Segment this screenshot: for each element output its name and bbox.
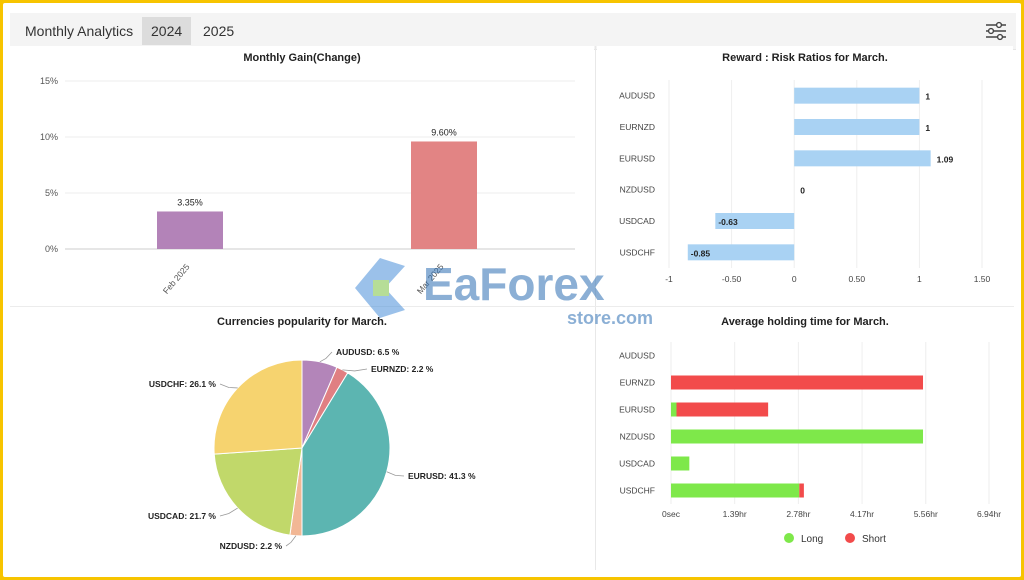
y-tick-label: 0% bbox=[45, 244, 58, 254]
reward-risk-panel: Reward : Risk Ratios for March. -1 -0.50 0… bbox=[597, 46, 1013, 304]
gain-bar bbox=[157, 211, 223, 249]
tab-2025[interactable]: 2025 bbox=[203, 23, 235, 39]
watermark-brand: EaForex bbox=[423, 258, 605, 310]
long-bar bbox=[671, 402, 677, 417]
pie-leader-line bbox=[386, 471, 405, 477]
holding-title: Average holding time for March. bbox=[721, 316, 889, 328]
x-tick-label: 0sec bbox=[662, 509, 681, 519]
short-bar bbox=[676, 402, 769, 417]
y-tick-label: AUDUSD bbox=[619, 91, 655, 101]
y-tick-label: NZDUSD bbox=[620, 432, 655, 442]
holding-panel: Average holding time for March. 0sec 1.39… bbox=[597, 308, 1013, 570]
tab-2024[interactable]: 2024 bbox=[142, 17, 192, 45]
watermark-logo: EaForex store.com bbox=[355, 258, 653, 328]
pie-leader-line bbox=[219, 383, 238, 389]
gain-bar bbox=[411, 141, 477, 249]
pie-slice bbox=[213, 359, 303, 455]
sliders-icon bbox=[986, 21, 1006, 41]
y-tick-label: 15% bbox=[40, 76, 58, 86]
ratio-value: 1.09 bbox=[937, 154, 954, 164]
ratio-bar bbox=[794, 150, 931, 167]
x-tick-label: -0.50 bbox=[722, 274, 742, 284]
legend-label: Long bbox=[801, 534, 823, 545]
y-tick-label: 10% bbox=[40, 132, 58, 142]
pie-leader-line bbox=[219, 507, 238, 517]
watermark-mark-icon bbox=[355, 258, 405, 318]
y-tick-label: NZDUSD bbox=[620, 185, 655, 195]
x-tick-label: Feb 2025 bbox=[161, 262, 192, 296]
reward-risk-chart: -1 -0.50 0 0.50 1 1.50 AUDUSD 1 EURNZD 1 EURUSD 1.0… bbox=[619, 80, 991, 284]
pie-leader-line bbox=[285, 535, 297, 547]
panel-divider-vertical bbox=[595, 46, 596, 570]
ratio-value: 1 bbox=[925, 123, 930, 133]
y-tick-label: EURUSD bbox=[619, 153, 655, 163]
ratio-value: 1 bbox=[925, 92, 930, 102]
pie-label: USDCAD: 21.7 % bbox=[148, 511, 216, 521]
monthly-gain-panel: Monthly Gain(Change) 15% 10% 5% 0% 3.35% Feb … bbox=[10, 46, 594, 304]
legend-marker bbox=[845, 533, 855, 543]
x-tick-label: 2.78hr bbox=[786, 509, 810, 519]
x-tick-label: 6.94hr bbox=[977, 509, 1001, 519]
page-title: Monthly Analytics bbox=[25, 23, 134, 39]
y-tick-label: USDCHF bbox=[620, 247, 655, 257]
x-tick-label: 4.17hr bbox=[850, 509, 874, 519]
y-tick-label: USDCHF bbox=[620, 486, 655, 496]
x-tick-label: 0.50 bbox=[849, 274, 866, 284]
legend-marker bbox=[784, 533, 794, 543]
x-tick-label: 1.39hr bbox=[723, 509, 747, 519]
holding-chart: 0sec 1.39hr 2.78hr 4.17hr 5.56hr 6.94hr AUDUSD… bbox=[619, 342, 1001, 545]
panel-divider-horizontal bbox=[10, 306, 1014, 307]
short-bar bbox=[671, 375, 924, 390]
watermark-sub: store.com bbox=[567, 308, 653, 328]
long-bar bbox=[671, 483, 800, 498]
popularity-title: Currencies popularity for March. bbox=[217, 316, 387, 328]
monthly-gain-title: Monthly Gain(Change) bbox=[243, 52, 361, 64]
y-tick-label: AUDUSD bbox=[619, 351, 655, 361]
x-tick-label: 1.50 bbox=[974, 274, 991, 284]
y-tick-label: EURNZD bbox=[620, 122, 655, 132]
reward-risk-title: Reward : Risk Ratios for March. bbox=[722, 52, 888, 64]
pie-label: USDCHF: 26.1 % bbox=[149, 379, 217, 389]
popularity-chart: AUDUSD: 6.5 % EURNZD: 2.2 % EURUSD: 41.3 %… bbox=[148, 347, 476, 551]
pie-label: EURUSD: 41.3 % bbox=[408, 471, 476, 481]
ratio-value: 0 bbox=[800, 186, 805, 196]
pie-label: AUDUSD: 6.5 % bbox=[336, 347, 400, 357]
ratio-bar bbox=[715, 213, 795, 229]
gain-bar-value: 3.35% bbox=[177, 197, 203, 207]
legend-label: Short bbox=[862, 534, 886, 545]
gain-bar-value: 9.60% bbox=[431, 127, 457, 137]
x-tick-label: 1 bbox=[917, 274, 922, 284]
y-tick-label: USDCAD bbox=[619, 459, 655, 469]
filter-settings-button[interactable] bbox=[984, 19, 1008, 43]
long-bar bbox=[671, 456, 690, 471]
ratio-value: -0.63 bbox=[718, 217, 738, 227]
header-bar: Monthly Analytics 2024 2025 bbox=[10, 13, 1016, 50]
pie-leader-line bbox=[342, 368, 368, 372]
pie-slice bbox=[213, 447, 303, 536]
ratio-bar bbox=[794, 87, 920, 104]
x-tick-label: 5.56hr bbox=[914, 509, 938, 519]
popularity-panel: Currencies popularity for March. AUDUSD:… bbox=[10, 308, 594, 570]
y-tick-label: 5% bbox=[45, 188, 58, 198]
pie-label: EURNZD: 2.2 % bbox=[371, 364, 434, 374]
y-tick-label: EURNZD bbox=[620, 378, 655, 388]
ratio-bar bbox=[794, 119, 920, 135]
pie-leader-line bbox=[319, 351, 333, 363]
y-tick-label: USDCAD bbox=[619, 216, 655, 226]
y-tick-label: EURUSD bbox=[619, 405, 655, 415]
long-bar bbox=[671, 429, 924, 444]
x-tick-label: 0 bbox=[792, 274, 797, 284]
pie-label: NZDUSD: 2.2 % bbox=[220, 541, 283, 551]
ratio-bar bbox=[687, 244, 795, 261]
ratio-value: -0.85 bbox=[691, 248, 711, 258]
x-tick-label: -1 bbox=[665, 274, 673, 284]
short-bar bbox=[799, 483, 804, 498]
